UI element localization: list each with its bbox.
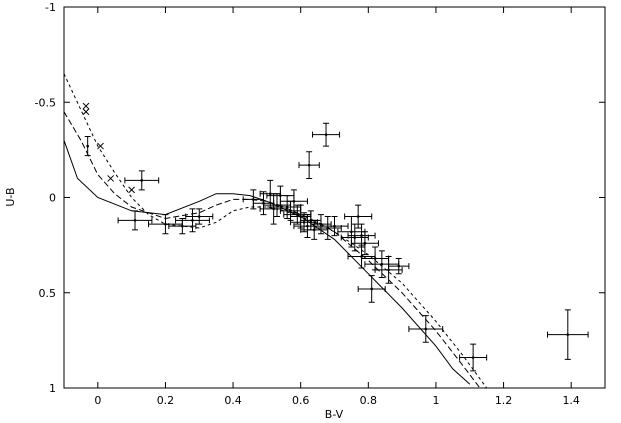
data-point [471,356,475,359]
y-axis-label: U-B [4,187,17,206]
data-point [292,200,296,203]
data-point [285,205,289,209]
cross-marker [97,142,104,150]
data-point [164,222,167,226]
x-tick-label: 0.6 [292,394,310,407]
data-point [306,224,309,228]
data-point [370,287,373,291]
cross-marker [107,175,115,182]
cross-marker [82,102,90,110]
x-tick-label: 0 [94,394,101,407]
y-tick-label: 1 [49,382,56,395]
data-point [424,327,428,331]
data-point [133,219,137,222]
x-tick-label: 1 [432,394,439,407]
data-point [268,192,272,195]
data-point [387,268,390,272]
data-point [356,215,360,218]
cross-marker [82,108,90,116]
data-point [333,224,336,228]
data-point [397,264,401,268]
x-markers [82,102,135,194]
data-point [299,215,302,218]
y-tick-label: -0.5 [35,96,56,109]
x-tick-label: 1.2 [495,394,513,407]
data-point [373,257,377,260]
data-point [275,203,279,207]
data-point [191,219,194,222]
data-point [181,224,184,228]
data-point [309,219,313,222]
x-tick-label: 0.4 [224,394,242,407]
data-point [252,198,255,201]
data-point [86,144,89,148]
data-point [566,333,570,336]
model-line-solid [63,140,471,385]
model-lines [63,73,488,389]
data-point [363,241,367,245]
data-point [296,213,299,216]
data-point [279,194,282,197]
data-point [302,220,306,224]
data-point [140,179,144,182]
error-bar-points [84,122,589,372]
y-tick-label: 0 [49,192,56,205]
y-axis-ticks: -1 -0.5 0 0.5 1 [35,1,605,395]
data-point [380,262,384,266]
data-point [326,226,330,230]
data-point [360,234,363,237]
data-point [350,230,353,234]
data-point [307,163,311,167]
x-tick-label: 0.2 [157,394,175,407]
model-line-dotted [63,73,488,389]
model-line-dashed [63,111,481,389]
data-point [324,133,328,136]
data-point [289,209,292,213]
y-tick-label: -1 [45,1,56,14]
x-tick-label: 1.4 [562,394,580,407]
x-axis-label: B-V [325,408,344,421]
y-tick-label: 0.5 [39,287,57,300]
data-point [353,236,357,239]
cross-marker [128,186,135,194]
x-tick-label: 0.8 [360,394,378,407]
x-axis-ticks: 0 0.2 0.4 0.6 0.8 1 1.2 1.4 [94,7,580,407]
data-point [197,215,201,218]
